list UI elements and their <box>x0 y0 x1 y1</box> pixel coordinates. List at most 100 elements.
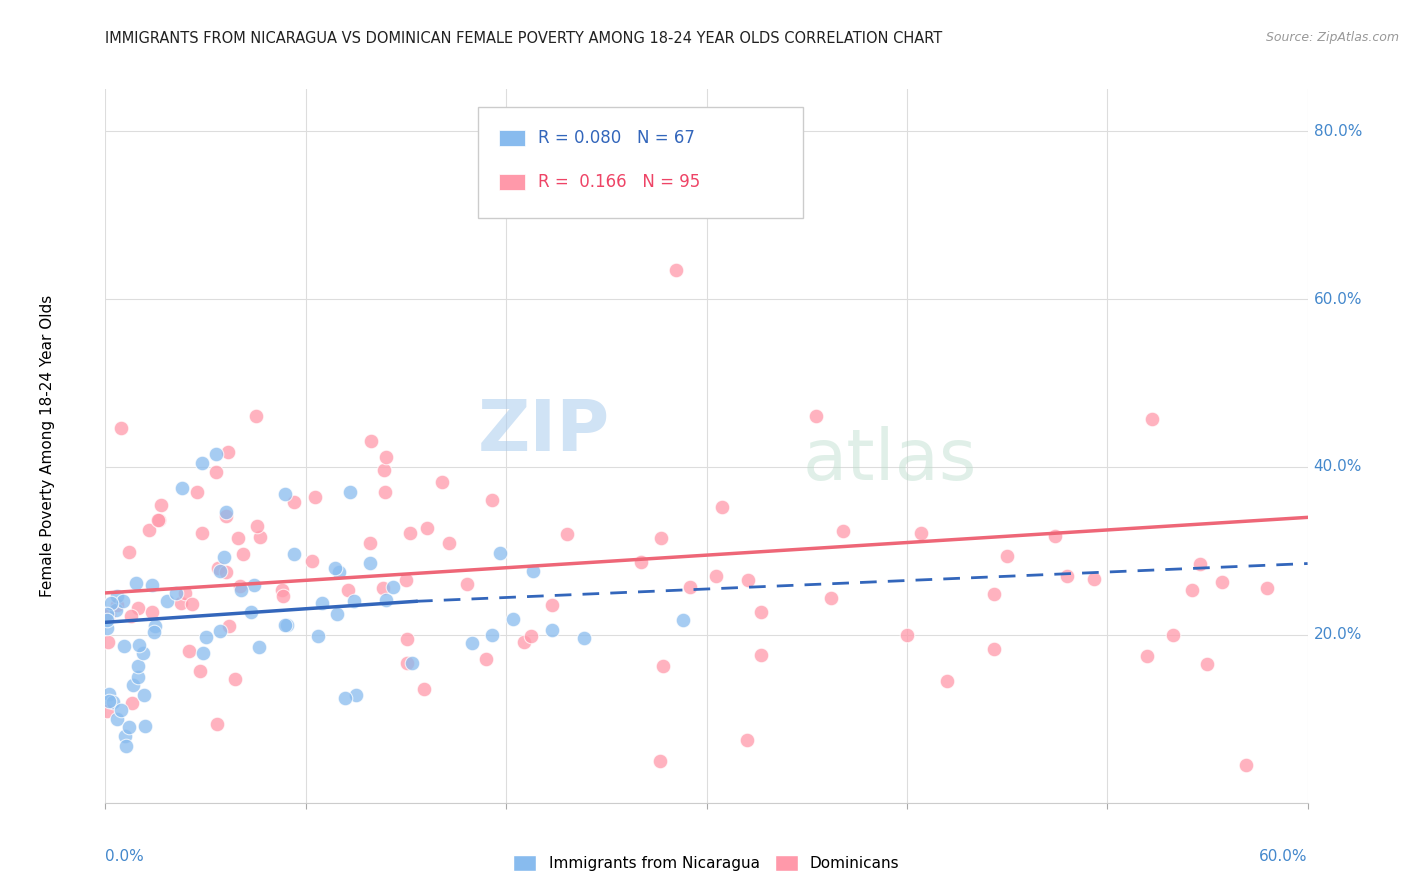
Point <box>652 658 675 673</box>
Point <box>1234 758 1257 772</box>
Point <box>375 450 398 464</box>
Point <box>110 703 132 717</box>
Point <box>475 652 498 666</box>
Point <box>412 682 434 697</box>
Point <box>193 646 215 660</box>
Point <box>186 485 208 500</box>
Point <box>204 466 226 480</box>
Text: 0.0%: 0.0% <box>105 849 145 864</box>
Point <box>276 618 298 632</box>
Point <box>190 665 212 679</box>
Point <box>214 509 236 524</box>
Point <box>481 628 503 642</box>
Point <box>401 657 423 671</box>
Point <box>132 646 155 660</box>
Point <box>218 618 240 632</box>
Point <box>97 694 120 708</box>
Point <box>239 605 262 619</box>
Point <box>749 648 772 662</box>
Point <box>107 712 129 726</box>
Point <box>648 754 671 768</box>
Point <box>118 545 141 559</box>
Text: IMMIGRANTS FROM NICARAGUA VS DOMINICAN FEMALE POVERTY AMONG 18-24 YEAR OLDS CORR: IMMIGRANTS FROM NICARAGUA VS DOMINICAN F… <box>105 31 942 46</box>
Point <box>344 688 367 702</box>
Point <box>114 739 136 753</box>
Point <box>381 580 404 594</box>
Point <box>146 513 169 527</box>
Point <box>326 607 349 621</box>
Point <box>1083 572 1105 586</box>
Point <box>96 622 118 636</box>
Point <box>274 618 297 632</box>
Point <box>572 632 595 646</box>
Point <box>148 513 170 527</box>
Point <box>143 619 166 633</box>
Point <box>132 688 155 702</box>
Point <box>214 565 236 579</box>
Point <box>97 634 120 648</box>
Point <box>704 569 727 583</box>
Point <box>224 672 246 686</box>
Point <box>995 549 1018 563</box>
Text: 60.0%: 60.0% <box>1313 292 1362 307</box>
Point <box>461 636 484 650</box>
Text: Source: ZipAtlas.com: Source: ZipAtlas.com <box>1265 31 1399 45</box>
Point <box>98 687 121 701</box>
Point <box>1056 569 1078 583</box>
Point <box>1161 627 1184 641</box>
Point <box>910 525 932 540</box>
Point <box>208 624 231 639</box>
Point <box>110 421 132 435</box>
Point <box>127 600 149 615</box>
Point <box>100 596 122 610</box>
Point <box>103 695 125 709</box>
Text: atlas: atlas <box>803 425 977 495</box>
Point <box>520 629 543 643</box>
Legend: Immigrants from Nicaragua, Dominicans: Immigrants from Nicaragua, Dominicans <box>508 849 905 877</box>
Point <box>650 531 672 545</box>
Point <box>983 641 1005 656</box>
Point <box>194 630 217 644</box>
Point <box>1188 558 1211 572</box>
Point <box>156 593 179 607</box>
Point <box>105 590 128 604</box>
Point <box>215 505 238 519</box>
Text: R = 0.080   N = 67: R = 0.080 N = 67 <box>538 128 695 146</box>
Point <box>247 640 270 655</box>
Point <box>323 561 346 575</box>
Point <box>396 632 419 646</box>
Point <box>983 587 1005 601</box>
Point <box>749 605 772 619</box>
Point <box>121 696 143 710</box>
Point <box>134 719 156 733</box>
Point <box>207 717 229 731</box>
Point <box>373 582 395 596</box>
Point <box>271 583 294 598</box>
Point <box>127 659 149 673</box>
Point <box>141 605 163 619</box>
Point <box>710 500 733 514</box>
Point <box>128 638 150 652</box>
Text: Female Poverty Among 18-24 Year Olds: Female Poverty Among 18-24 Year Olds <box>41 295 55 597</box>
Point <box>339 485 361 500</box>
Point <box>522 564 544 578</box>
Point <box>125 575 148 590</box>
Point <box>165 585 187 599</box>
Point <box>333 690 356 705</box>
Point <box>737 573 759 587</box>
Text: 80.0%: 80.0% <box>1313 124 1362 138</box>
Point <box>96 704 118 718</box>
Point <box>896 628 918 642</box>
Point <box>456 577 478 591</box>
Point <box>217 444 239 458</box>
Point <box>246 519 269 533</box>
Point <box>170 596 193 610</box>
Point <box>416 521 439 535</box>
Point <box>208 565 231 579</box>
Point <box>1181 583 1204 598</box>
FancyBboxPatch shape <box>499 174 524 190</box>
Point <box>360 434 382 448</box>
Text: 40.0%: 40.0% <box>1313 459 1362 475</box>
Point <box>120 609 142 624</box>
Point <box>307 629 329 643</box>
